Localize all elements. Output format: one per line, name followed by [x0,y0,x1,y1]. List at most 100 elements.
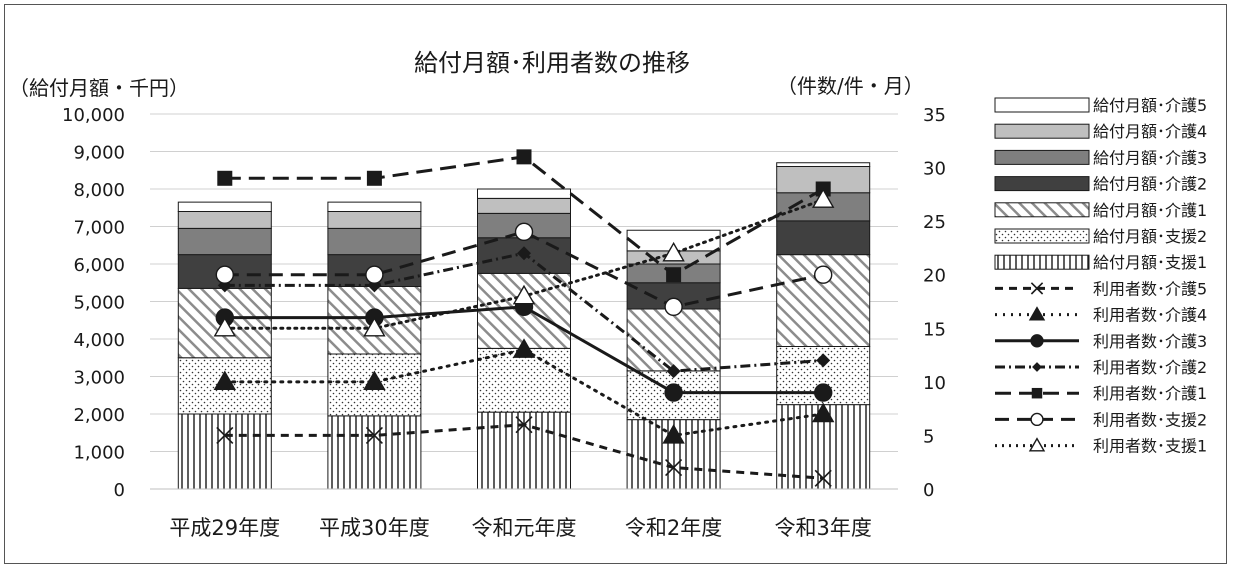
bar-segment [776,162,871,167]
series-line [224,230,824,309]
bar-segment [626,308,721,372]
line-point [512,284,536,305]
legend: 給付月額･介護5 給付月額･介護4 給付月額･介護3 給付月額･介護2 給付月額･介護1… [994,96,1207,456]
legend-label: 利用者数･支援1 [1093,437,1207,456]
left-axis-label: （給付月額・千円） [9,76,189,100]
line-group [213,149,835,487]
right-tick-label: 10 [923,373,946,394]
right-tick-label: 25 [923,212,946,233]
chart-title: 給付月額･利用者数の推移 [414,49,690,77]
legend-label: 給付月額･支援2 [1093,227,1207,246]
legend-label: 給付月額･介護1 [1093,201,1207,220]
line-point [664,297,683,317]
line-point [814,265,833,284]
line-point [517,246,531,261]
line-point [664,383,683,402]
line-point [666,267,682,283]
left-tick-label: 1,000 [73,443,125,464]
left-tick-label: 10,000 [62,105,125,126]
bar-segment [327,415,422,490]
line-point [514,222,534,242]
bar-segment [327,201,422,212]
left-tick-label: 7,000 [73,218,125,239]
right-tick-label: 30 [923,159,946,180]
line-point [666,364,681,379]
left-tick-label: 0 [114,480,125,501]
legend-swatch [994,254,1090,270]
bar-segment [327,227,422,256]
line-point [217,170,233,186]
bar-segment [177,201,272,212]
legend-label: 利用者数･支援2 [1093,410,1207,429]
line-point [215,265,235,284]
category-label: 令和2年度 [625,516,722,540]
line-point [1028,437,1046,452]
line-point [515,416,533,434]
line-point [1032,362,1042,372]
left-tick-label: 6,000 [73,255,125,276]
legend-swatch [994,97,1090,113]
bar-segment [477,188,571,199]
left-tick-label: 4,000 [73,330,125,351]
bar-segment [477,347,571,413]
legend-label: 給付月額･介護2 [1093,175,1207,194]
legend-label: 給付月額･介護4 [1093,122,1207,141]
legend-swatch [994,149,1090,165]
left-tick-label: 2,000 [73,405,125,426]
line-point [811,188,835,208]
chart-frame: 給付月額･利用者数の推移 （給付月額・千円） （件数/件・月） 0 1,000 2,… [4,4,1227,564]
line-point [662,424,685,444]
line-point [662,241,685,262]
line-point [1030,334,1044,348]
line-point [363,316,386,337]
legend-swatch [994,202,1090,218]
line-point [811,402,835,423]
bar-group [177,162,871,490]
category-label: 平成30年度 [319,516,430,540]
bar-segment [327,211,422,229]
legend-label: 利用者数･介護3 [1093,332,1207,351]
left-tick-label: 3,000 [73,368,125,389]
line-point [213,370,237,391]
line-point [365,265,384,284]
bar-segment [177,211,272,229]
bar-segment [477,197,571,214]
right-tick-label: 5 [923,426,934,447]
legend-swatch [994,123,1090,139]
line-point [665,459,683,477]
line-point [1031,387,1043,399]
bar-segment [177,227,272,256]
bar-segment [776,220,871,256]
legend-label: 給付月額･介護5 [1093,96,1207,115]
category-label: 平成29年度 [169,516,280,540]
line-point [814,469,832,487]
line-point [1030,412,1044,427]
line-point [814,383,833,402]
left-tick-label: 9,000 [73,143,125,164]
left-tick-label: 8,000 [73,180,125,201]
right-tick-label: 15 [923,319,946,340]
line-point [366,170,382,186]
line-point [213,316,237,337]
line-point [216,426,234,444]
line-point [516,149,532,165]
right-tick-label: 35 [923,105,946,126]
axes: 0 1,000 2,000 3,000 4,000 5,000 6,000 7,000 8,00… [62,105,946,540]
legend-label: 給付月額･介護3 [1093,148,1207,167]
chart-canvas: 給付月額･利用者数の推移 （給付月額・千円） （件数/件・月） 0 1,000 2,… [9,49,1207,540]
legend-label: 給付月額･支援1 [1093,253,1207,272]
legend-label: 利用者数･介護5 [1093,279,1207,298]
line-point [816,353,831,368]
legend-label: 利用者数･介護1 [1093,384,1207,403]
bar-segment [177,413,272,490]
line-point [1030,282,1044,295]
left-tick-label: 5,000 [73,293,125,314]
line-point [1028,306,1046,321]
category-label: 令和元年度 [472,516,577,540]
line-point [365,426,383,444]
right-axis-label: （件数/件・月） [777,74,924,98]
legend-swatch [994,228,1090,244]
line-point [363,370,386,391]
right-tick-label: 0 [923,480,934,501]
line-point [512,338,536,358]
